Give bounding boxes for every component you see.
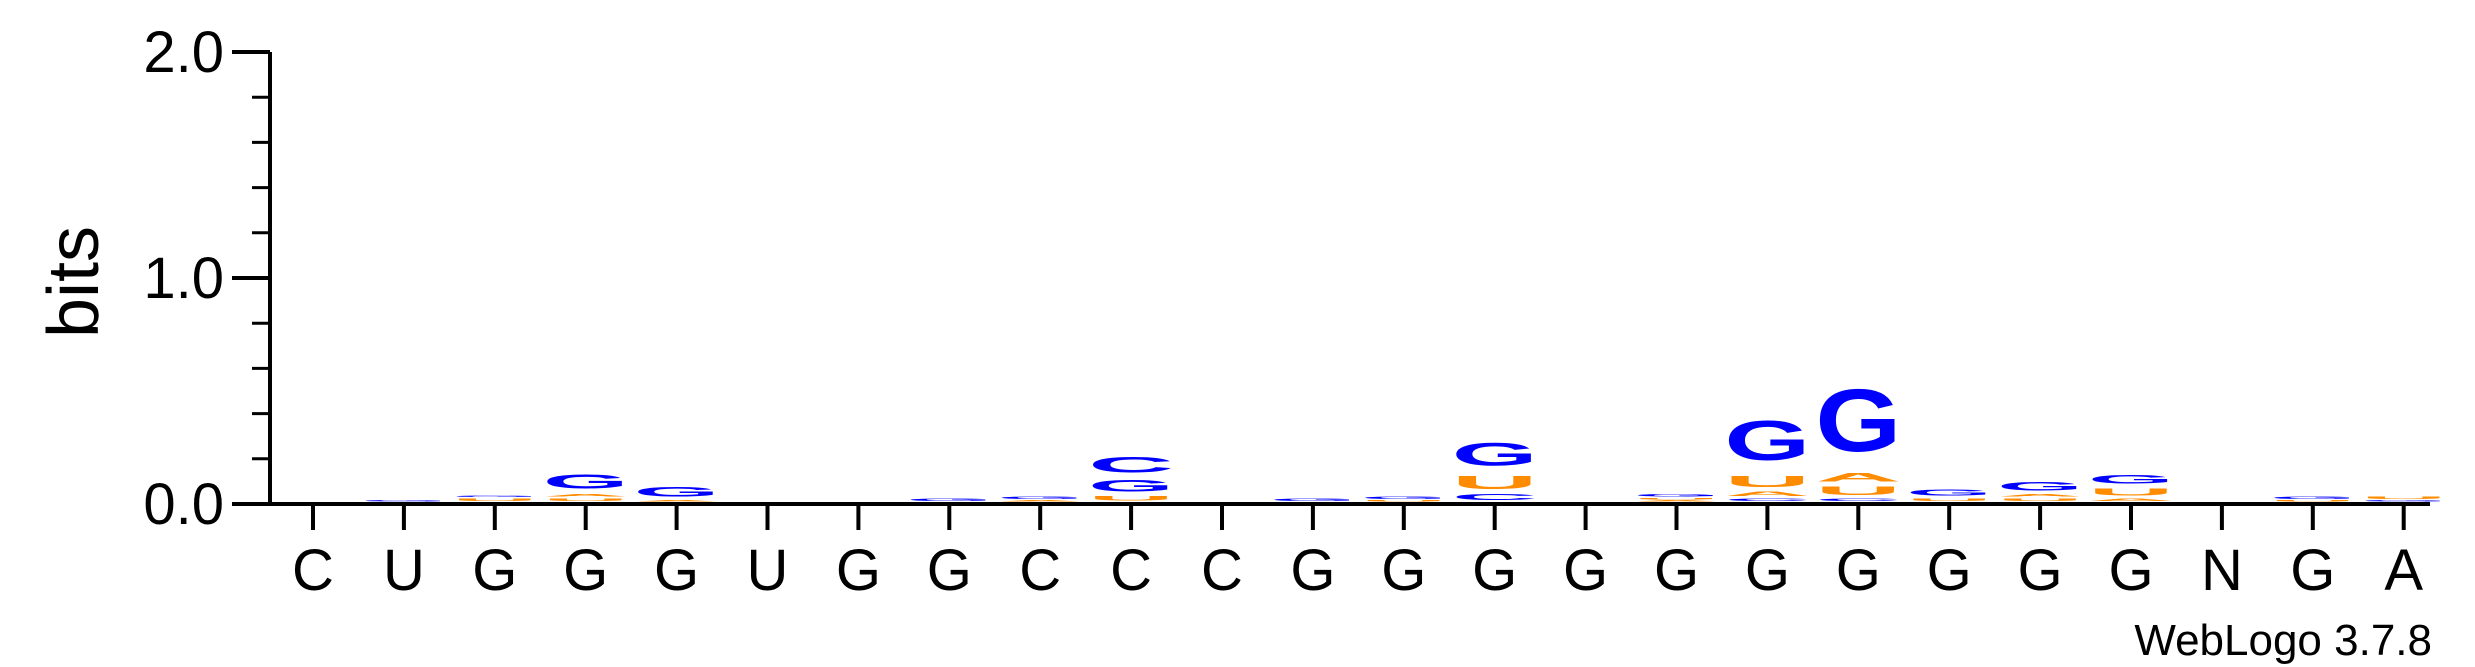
logo-letter-A: A [1724, 491, 1810, 498]
logo-letter-U: U [2270, 500, 2356, 502]
y-tick-label: 1.0 [143, 246, 224, 311]
logo-letter-G: G [361, 500, 447, 502]
position-label: G [1290, 538, 1335, 603]
logo-letter-G: G [1270, 497, 1356, 502]
position-label: C [1110, 538, 1152, 603]
logo-letter-G: G [1088, 477, 1174, 495]
logo-letter-A: A [2088, 497, 2174, 502]
position-label: G [1381, 538, 1426, 603]
position-label: C [1019, 538, 1061, 603]
logo-letter-U: U [2361, 495, 2447, 500]
logo-letter-G: G [452, 495, 538, 497]
y-tick-label: 0.0 [143, 472, 224, 537]
logo-letter-U: U [452, 497, 538, 502]
logo-letter-U: U [1724, 473, 1810, 491]
logo-letter-U: U [1997, 497, 2083, 502]
logo-letter-A: A [634, 500, 720, 502]
position-label: G [654, 538, 699, 603]
logo-letter-G: G [543, 470, 629, 493]
position-label: G [472, 538, 517, 603]
logo-letter-U: U [1361, 500, 1447, 502]
logo-letter-G: G [1815, 371, 1901, 470]
position-label: C [1201, 538, 1243, 603]
position-label: U [747, 538, 789, 603]
logo-letter-G: G [1724, 409, 1810, 472]
position-label: G [2290, 538, 2335, 603]
logo-letter-A: A [997, 500, 1083, 502]
position-label: G [2108, 538, 2153, 603]
logo-letter-G: G [1997, 479, 2083, 493]
logo-letter-C: C [1088, 452, 1174, 477]
logo-letter-U: U [1088, 495, 1174, 502]
position-label: A [2384, 538, 2423, 603]
logo-letter-U: U [1906, 497, 1992, 502]
logo-letter-U: U [1452, 473, 1538, 493]
logo-letter-G: G [1361, 495, 1447, 500]
position-label: C [292, 538, 334, 603]
position-label: G [1927, 538, 1972, 603]
logo-letter-C: C [1724, 497, 1810, 502]
logo-letter-A: A [1634, 500, 1720, 502]
y-tick-label: 2.0 [143, 20, 224, 85]
logo-letter-U: U [1815, 484, 1901, 498]
logo-letter-C: C [1815, 497, 1901, 502]
position-label: G [836, 538, 881, 603]
weblogo-credit: WebLogo 3.7.8 [2134, 616, 2432, 665]
position-label: G [1472, 538, 1517, 603]
logo-letter-G: G [2270, 495, 2356, 500]
logo-letter-A: A [1997, 493, 2083, 498]
logo-letter-G: G [906, 497, 992, 502]
logo-letter-A: A [1815, 470, 1901, 484]
logo-letter-G: G [2361, 500, 2447, 502]
position-label: G [563, 538, 608, 603]
logo-letter-G: G [2088, 473, 2174, 487]
position-label: U [383, 538, 425, 603]
logo-letter-G: G [634, 484, 720, 500]
position-label: G [1745, 538, 1790, 603]
logo-letter-U: U [543, 497, 629, 502]
logo-letter-G: G [997, 495, 1083, 500]
logo-letter-U: U [2088, 486, 2174, 497]
position-label: G [1654, 538, 1699, 603]
logo-letter-G: G [1452, 437, 1538, 473]
y-axis: 0.0 1.0 2.0 [143, 20, 272, 537]
logo-letter-G: G [1634, 493, 1720, 498]
position-label: N [2201, 538, 2243, 603]
position-label: G [927, 538, 972, 603]
position-label: G [1836, 538, 1881, 603]
position-label: G [1563, 538, 1608, 603]
logo-letter-G: G [1906, 488, 1992, 497]
y-axis-label: bits [34, 226, 114, 338]
position-label: G [2018, 538, 2063, 603]
logo-letter-C: C [1452, 493, 1538, 502]
logo-letter-A: A [543, 493, 629, 498]
logo-letter-U: U [1634, 497, 1720, 499]
